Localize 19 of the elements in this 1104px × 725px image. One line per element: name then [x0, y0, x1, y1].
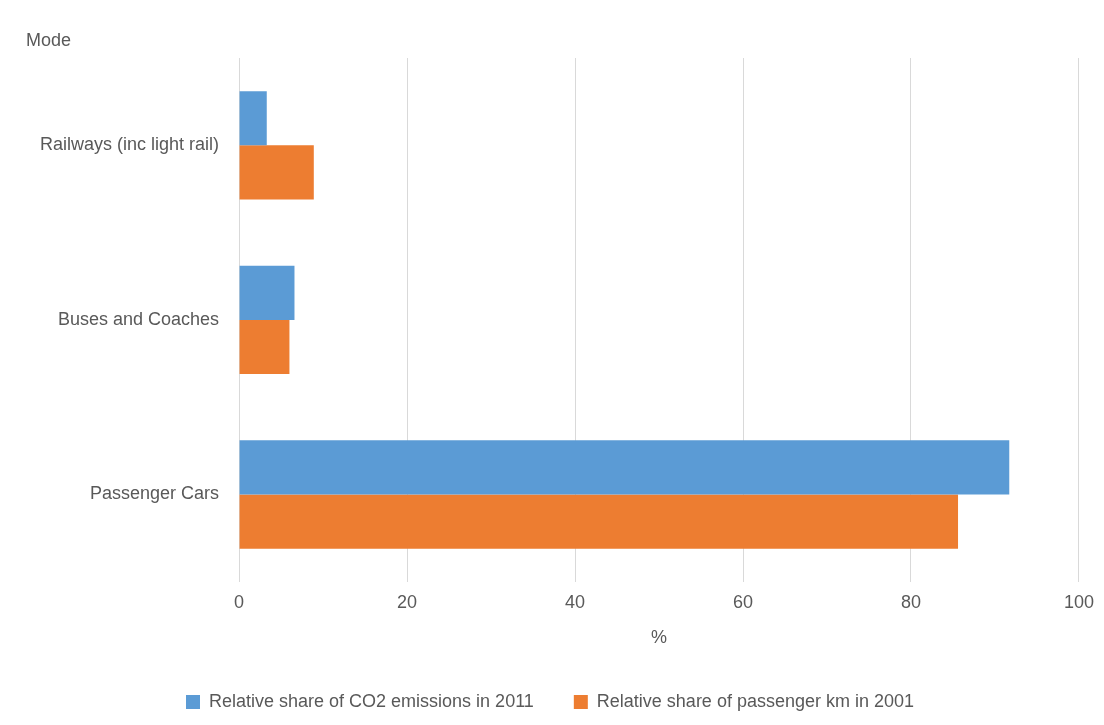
y-tick-label: Railways (inc light rail) [40, 134, 220, 155]
bar [239, 494, 959, 549]
x-tick-label: 0 [234, 591, 245, 612]
bar [239, 440, 1010, 495]
bar [239, 319, 290, 375]
x-tick-label: 20 [397, 591, 418, 612]
y-tick-label: Buses and Coaches [57, 308, 220, 329]
x-tick-label: 40 [565, 591, 586, 612]
x-axis-title: % [651, 627, 668, 648]
x-tick-label: 80 [900, 591, 922, 612]
legend-label: Relative share of passenger km in 2001 [596, 690, 915, 711]
x-tick-label: 100 [1063, 591, 1095, 612]
bar [239, 91, 267, 146]
bar [239, 265, 295, 320]
bar [239, 145, 314, 200]
y-tick-label: Passenger Cars [89, 483, 220, 504]
y-axis-title: Mode [26, 29, 72, 50]
legend-label: Relative share of CO2 emissions in 2011 [209, 690, 534, 711]
x-tick-label: 60 [732, 591, 754, 612]
